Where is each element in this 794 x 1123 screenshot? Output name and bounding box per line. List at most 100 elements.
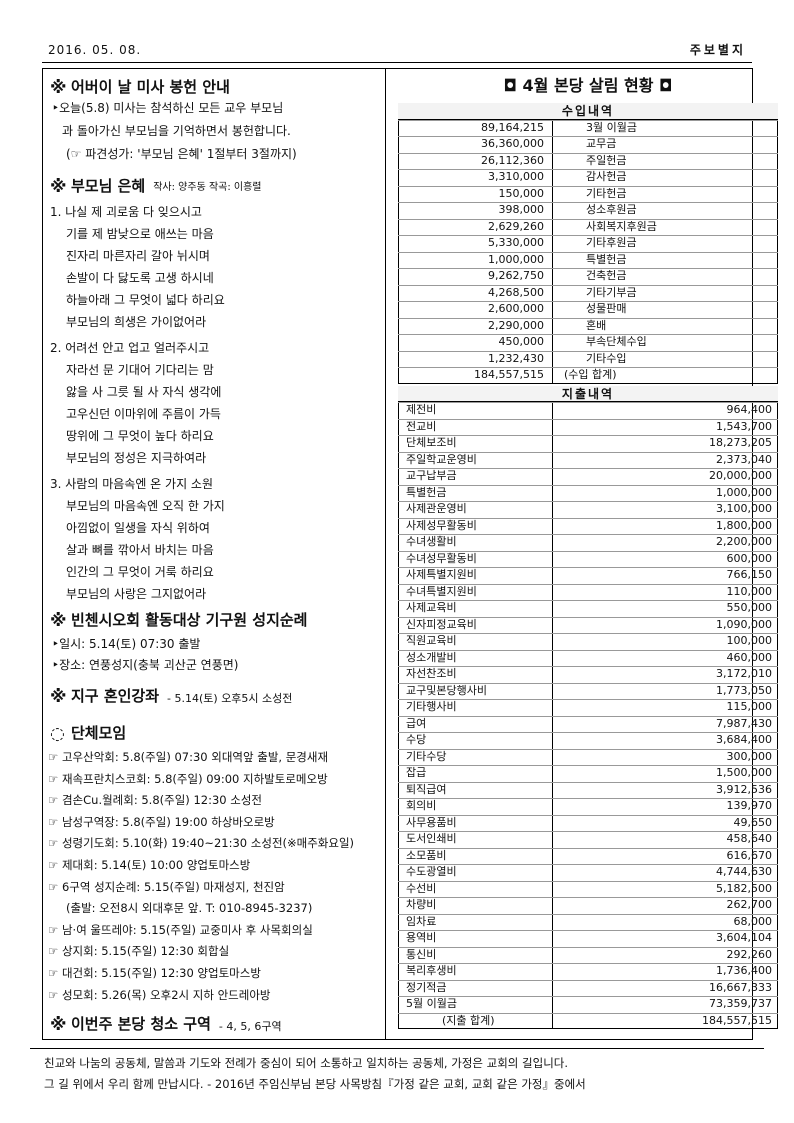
footer-line: 친교와 나눔의 공동체, 말씀과 기도와 전례가 중심이 되어 소통하고 일치하…	[44, 1056, 569, 1070]
item: (수입 합계)	[564, 368, 617, 381]
item: 주일헌금	[586, 153, 627, 167]
item: 수당	[406, 733, 427, 746]
text-line: ☞ 제대회: 5.14(토) 10:00 양업토마스방	[48, 858, 251, 872]
row-rule	[398, 946, 778, 948]
verse-line: 3. 사람의 마음속엔 온 가지 소원	[50, 477, 214, 491]
row-rule	[398, 600, 778, 601]
text-line: ☞ 대건회: 5.15(주일) 12:30 양업토마스방	[48, 966, 261, 980]
amount: 3,172,010	[716, 667, 772, 680]
row-rule	[398, 468, 778, 469]
item: 통신비	[406, 947, 437, 961]
text-line: 과 돌아가신 부모님을 기억하면서 봉헌합니다.	[62, 124, 291, 138]
section-title: 단체모임	[71, 724, 127, 742]
row-rule	[398, 633, 778, 634]
amount: 26,112,360	[481, 153, 544, 167]
row-rule	[398, 317, 778, 319]
row-rule	[398, 930, 778, 931]
item: 성물판매	[586, 302, 627, 315]
item: 건축헌금	[586, 269, 627, 282]
row-rule	[398, 534, 778, 535]
item: 부속단체수입	[586, 335, 647, 348]
row-rule	[398, 550, 778, 552]
amount: 4,744,630	[716, 865, 772, 878]
amount: 1,500,000	[716, 766, 772, 779]
item: 사제성무활동비	[406, 518, 477, 532]
item: 임차료	[406, 914, 437, 928]
amount: 5,182,500	[716, 881, 772, 895]
text-line: ☞ 재속프란치스코회: 5.8(주일) 09:00 지하발토로메오방	[48, 771, 328, 786]
verse-line: 아낌없이 일생을 자식 위하여	[66, 521, 210, 535]
amount: 89,164,215	[481, 120, 544, 134]
section-mark: ※	[50, 177, 67, 197]
verse-line: 1. 나실 제 괴로움 다 잊으시고	[50, 205, 202, 219]
amount: 2,290,000	[488, 318, 544, 332]
item: 기타기부금	[586, 285, 637, 299]
row-rule	[398, 435, 778, 436]
item: 사무용품비	[406, 815, 457, 829]
row-rule	[398, 963, 778, 964]
amount: 616,670	[726, 848, 773, 862]
section-mark: ◌	[50, 724, 65, 744]
amount: 600,000	[726, 551, 773, 565]
item: 급여	[406, 716, 427, 730]
item: 혼배	[586, 318, 607, 332]
amount: 550,000	[726, 601, 773, 614]
amount: 2,373,040	[716, 452, 772, 466]
amount: 3,310,000	[488, 170, 544, 183]
item: 회의비	[406, 799, 437, 812]
section-title: 이번주 본당 청소 구역	[71, 1015, 211, 1033]
row-rule	[398, 682, 778, 684]
amount: 766,150	[726, 568, 773, 581]
header-rule	[42, 62, 752, 63]
item: (지출 합계)	[442, 1013, 495, 1027]
item: 수녀특별지원비	[406, 584, 477, 598]
section-title: 빈첸시오회 활동대상 기구원 성지순례	[71, 611, 308, 629]
footer-line: 그 길 위에서 우리 함께 만납시다. - 2016년 주임신부님 본당 사목방…	[44, 1077, 586, 1091]
item: 잡급	[406, 766, 427, 779]
item: 정기적금	[406, 980, 447, 994]
row-rule	[398, 583, 778, 585]
item: 사회복지후원금	[586, 219, 657, 233]
text-line: ☞ 겸손Cu.월례회: 5.8(주일) 12:30 소성전	[48, 793, 262, 808]
item: 기타수입	[586, 351, 627, 365]
amount: 1,773,050	[716, 683, 772, 697]
text-line: ☞ 남·여 울뜨레야: 5.15(주일) 교중미사 후 사목회의실	[48, 922, 313, 937]
amount: 2,629,260	[488, 219, 544, 233]
amount: 2,600,000	[488, 302, 544, 315]
amount: 3,684,400	[716, 733, 772, 746]
item: 용역비	[406, 931, 437, 944]
item: 신자피정교육비	[406, 617, 477, 631]
row-rule	[398, 350, 778, 352]
amount: 20,000,000	[709, 469, 772, 482]
section-title: 어버이 날 미사 봉헌 안내	[71, 78, 230, 96]
verse-line: 기를 제 밤낮으로 애쓰는 마음	[66, 227, 214, 241]
item: 주일학교운영비	[406, 452, 477, 466]
amount: 110,000	[726, 584, 773, 598]
amount: 184,557,515	[702, 1013, 772, 1027]
row-rule	[398, 649, 778, 651]
text-line: ☞ 상지회: 5.15(주일) 12:30 회합실	[48, 944, 230, 959]
item: 교구및본당행사비	[406, 683, 487, 697]
amount: 139,970	[726, 799, 773, 812]
amount: 36,360,000	[481, 137, 544, 150]
row-rule	[398, 402, 778, 403]
amount: 100,000	[726, 634, 773, 647]
item: 5월 이월금	[406, 997, 457, 1010]
section-title: 부모님 은혜	[71, 177, 146, 195]
text-line: ☞ 성모회: 5.26(목) 오후2시 지하 안드레아방	[48, 987, 271, 1002]
row-rule	[398, 418, 778, 420]
verse-line: 앓을 사 그릇 될 사 자식 생각에	[66, 385, 222, 399]
amount: 68,000	[733, 914, 773, 928]
amount: 1,800,000	[716, 518, 772, 532]
row-rule	[398, 897, 778, 898]
section-mark: ※	[50, 611, 67, 631]
amount: 300,000	[726, 749, 773, 763]
section-note: 작사: 양주동 작곡: 이흥렬	[153, 182, 262, 193]
row-rule	[398, 732, 778, 733]
row-rule	[398, 517, 778, 519]
item: 3월 이월금	[586, 120, 637, 134]
amount: 115,000	[726, 700, 773, 713]
amount: 3,912,536	[716, 782, 772, 796]
text-line: (출발: 오전8시 외대후문 앞. T: 010-8945-3237)	[66, 901, 313, 916]
